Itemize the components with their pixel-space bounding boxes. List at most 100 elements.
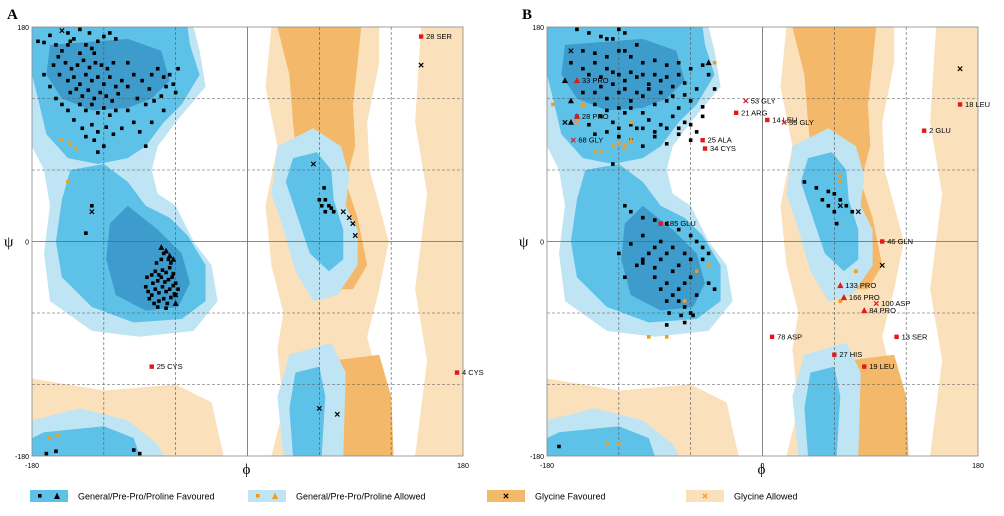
favoured-point: [169, 295, 173, 300]
favoured-point: [605, 130, 609, 134]
favoured-point: [176, 66, 180, 71]
favoured-point: [157, 299, 161, 303]
glycine-point: [837, 203, 843, 209]
outlier-point: [149, 364, 154, 369]
favoured-point: [137, 130, 142, 134]
favoured-point: [69, 66, 74, 71]
favoured-point: [640, 144, 645, 148]
outlier-point: [921, 128, 927, 133]
favoured-point: [832, 209, 837, 214]
favoured-point: [171, 271, 176, 276]
favoured-point: [173, 90, 178, 95]
outlier-label: 34 CYS: [710, 144, 736, 153]
favoured-point: [86, 88, 91, 92]
favoured-point: [114, 108, 118, 113]
glycine-point: [173, 292, 179, 298]
allowed-point: [838, 180, 843, 184]
favoured-point: [664, 75, 669, 79]
favoured-point: [605, 108, 609, 113]
outlier-label: 28 SER: [426, 32, 452, 41]
favoured-point: [153, 269, 158, 274]
glycine-point: [350, 221, 356, 227]
glycine-point: [59, 27, 65, 34]
favoured-point: [155, 305, 160, 309]
favoured-point: [78, 102, 82, 107]
favoured-point: [146, 289, 150, 294]
y-axis-label: ψ: [4, 235, 14, 251]
favoured-point: [658, 257, 663, 262]
outlier-point: [658, 221, 663, 226]
favoured-point: [664, 63, 669, 67]
favoured-point: [826, 203, 831, 208]
favoured-point: [617, 126, 621, 131]
outlier-point: [837, 282, 844, 289]
x-tick-label: -180: [540, 463, 554, 470]
favoured-point: [611, 70, 615, 75]
allowed-point: [694, 269, 699, 274]
favoured-point: [652, 245, 657, 250]
favoured-point: [617, 106, 621, 110]
favoured-point: [155, 66, 160, 71]
outlier-label: 100 ASP: [881, 299, 910, 308]
favoured-point: [664, 126, 669, 131]
favoured-point: [676, 132, 681, 137]
legend-label: Glycine Favoured: [535, 492, 606, 502]
favoured-point: [149, 293, 154, 297]
favoured-point: [80, 94, 85, 98]
favoured-point: [143, 144, 148, 148]
favoured-point: [108, 75, 112, 79]
allowed-point: [605, 442, 609, 446]
favoured-point: [60, 49, 64, 53]
x-tick-label: 0: [761, 463, 765, 470]
glycine-point: [568, 48, 574, 54]
legend-swatch: [248, 490, 286, 502]
favoured-point: [159, 94, 164, 98]
general-favoured-region: [547, 426, 655, 456]
favoured-point: [56, 54, 61, 59]
favoured-point: [131, 72, 136, 77]
favoured-point: [155, 279, 160, 283]
favoured-point: [72, 37, 76, 41]
favoured-triangle-point: [172, 300, 179, 306]
favoured-point: [569, 60, 573, 65]
favoured-point: [160, 284, 165, 289]
favoured-point: [623, 275, 627, 280]
favoured-point: [151, 281, 155, 286]
outlier-point: [733, 110, 739, 115]
x-tick-label: -180: [25, 463, 39, 470]
favoured-point: [682, 93, 687, 97]
favoured-triangle-point: [170, 256, 177, 262]
data-points: 28 SER 25 CYS 4 CYS: [36, 27, 484, 456]
favoured-point: [42, 72, 46, 77]
favoured-point: [68, 39, 73, 44]
favoured-point: [652, 275, 657, 280]
legend-triangle-marker: [54, 492, 60, 499]
favoured-triangle-point: [163, 247, 170, 254]
outlier-label: 19 LEU: [869, 362, 894, 371]
favoured-point: [670, 94, 675, 98]
favoured-point: [682, 320, 687, 325]
favoured-point: [646, 251, 651, 256]
legend-square-marker: [256, 494, 260, 498]
favoured-point: [676, 227, 681, 232]
favoured-point: [706, 251, 711, 256]
favoured-point: [163, 280, 167, 284]
outlier-label: 166 PRO: [849, 293, 880, 302]
favoured-triangle-point: [166, 252, 173, 259]
outlier-label: 185 GLU: [666, 219, 696, 228]
favoured-point: [161, 75, 166, 79]
favoured-point: [682, 251, 687, 256]
favoured-point: [700, 63, 705, 67]
outlier-point: [573, 112, 581, 119]
favoured-point: [327, 203, 331, 208]
y-tick-label: -180: [530, 454, 544, 461]
favoured-point: [652, 102, 657, 107]
favoured-point: [96, 130, 100, 134]
favoured-point: [646, 118, 651, 122]
outlier-point: [765, 117, 770, 123]
outlier-point: [781, 119, 787, 125]
favoured-point: [605, 66, 609, 71]
glycine-point: [352, 232, 358, 239]
favoured-point: [593, 90, 597, 95]
favoured-point: [140, 78, 144, 83]
